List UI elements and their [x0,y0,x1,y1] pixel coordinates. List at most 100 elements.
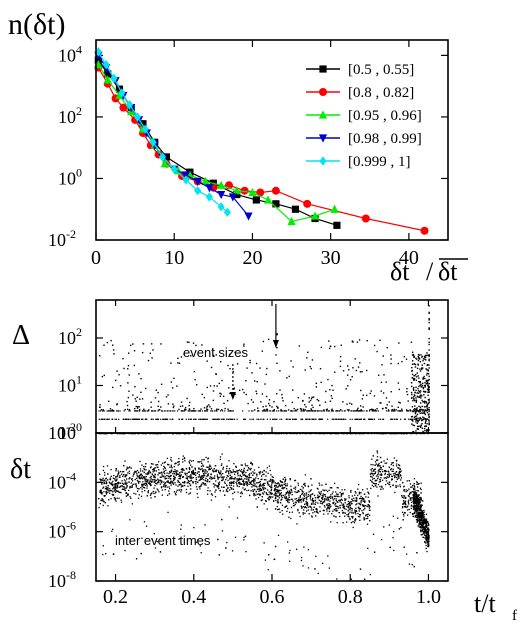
inter-event-dot [377,472,380,474]
event-size-dot [379,418,382,420]
event-size-dot [107,418,109,420]
event-size-dot [311,404,313,406]
inter-event-dot [198,467,200,469]
inter-event-dot [128,470,130,472]
inter-event-dot [200,485,202,487]
inter-event-dot [194,481,196,483]
inter-event-dot [422,524,424,526]
event-size-dot [256,380,258,383]
inter-event-dot [136,474,138,477]
inter-event-dot [278,492,280,494]
inter-event-dot [308,491,310,493]
inter-event-dot [250,483,252,485]
inter-event-dot [388,466,390,468]
bottom-y-tick-label-0: 10-2 [48,420,76,443]
inter-event-dot [407,509,409,511]
event-size-dot [102,409,104,411]
inter-event-dot [317,512,319,514]
event-size-dot [416,392,418,394]
event-size-dot [141,351,144,354]
inter-event-dot [384,473,386,476]
inter-event-dot [392,464,394,467]
event-size-dot [397,406,399,409]
inter-event-dot [198,471,200,473]
inter-event-dot [287,491,289,494]
event-size-dot [250,410,253,412]
inter-event-dot [204,475,206,477]
event-size-dot [188,408,191,411]
inter-event-dot [354,518,357,520]
event-size-dot [333,418,335,420]
event-size-dot [380,381,383,384]
inter-event-dot [240,495,242,498]
inter-event-dot [150,466,152,468]
inter-event-dot [290,489,293,492]
inter-event-dot [304,506,306,508]
inter-event-dot [320,490,322,493]
inter-event-dot [399,474,402,476]
inter-event-dot [249,481,251,484]
event-size-dot [222,410,224,412]
event-size-dot [303,393,306,395]
inter-event-dot [174,469,176,471]
inter-event-dot [290,506,293,509]
event-size-dot [128,390,130,392]
inter-event-dot [149,479,151,481]
inter-event-dot [406,506,408,508]
inter-event-dot [131,478,133,480]
inter-event-dot [374,485,377,487]
inter-event-dot [417,494,419,497]
event-size-dot [291,401,294,404]
inter-event-dot [399,486,402,488]
event-size-dot [428,401,430,404]
inter-event-dot [102,465,105,468]
event-size-dot [321,418,323,420]
inter-event-dot [263,479,266,481]
inter-event-dot [379,456,382,459]
event-size-dot [308,401,310,403]
inter-event-dot [146,480,149,483]
inter-event-dot [419,503,421,505]
event-size-dot [284,404,287,407]
inter-event-dot [119,474,121,477]
event-size-dot [413,399,416,402]
inter-event-dot [241,472,244,475]
inter-event-dot [280,492,283,494]
event-size-dot [205,418,207,420]
event-size-dot [413,416,416,419]
inter-event-dot [283,483,285,486]
inter-event-dot [105,492,107,494]
inter-event-dot [408,499,410,501]
inter-event-dot [328,496,330,498]
event-size-dot [298,345,301,347]
inter-event-dot [267,472,269,475]
inter-event-dot [294,498,296,500]
event-size-dot [376,350,378,353]
event-size-dot [221,379,223,382]
event-size-dot [419,370,422,372]
inter-event-dot [179,477,182,480]
inter-event-dot [302,487,304,489]
inter-event-dot [304,482,306,485]
event-size-dot [147,359,150,362]
inter-event-dot [249,468,252,471]
inter-event-dot [350,489,352,492]
inter-event-dot [190,477,192,479]
event-size-dot [424,391,427,393]
inter-event-dot [256,482,258,484]
inter-event-dot [365,514,367,516]
inter-event-dot [201,477,203,480]
inter-event-dot [401,496,404,498]
event-size-dot [416,409,418,411]
inter-event-dot [267,484,269,486]
event-size-dot [412,389,415,391]
inter-event-dot [392,470,394,472]
inter-event-dot [115,475,117,478]
inter-event-dot [416,496,418,498]
inter-event-dot [346,514,348,516]
event-size-dot [424,396,426,399]
inter-event-dot [216,474,219,476]
event-size-dot [188,341,190,344]
inter-event-dot [276,491,278,493]
inter-event-dot [108,482,111,484]
